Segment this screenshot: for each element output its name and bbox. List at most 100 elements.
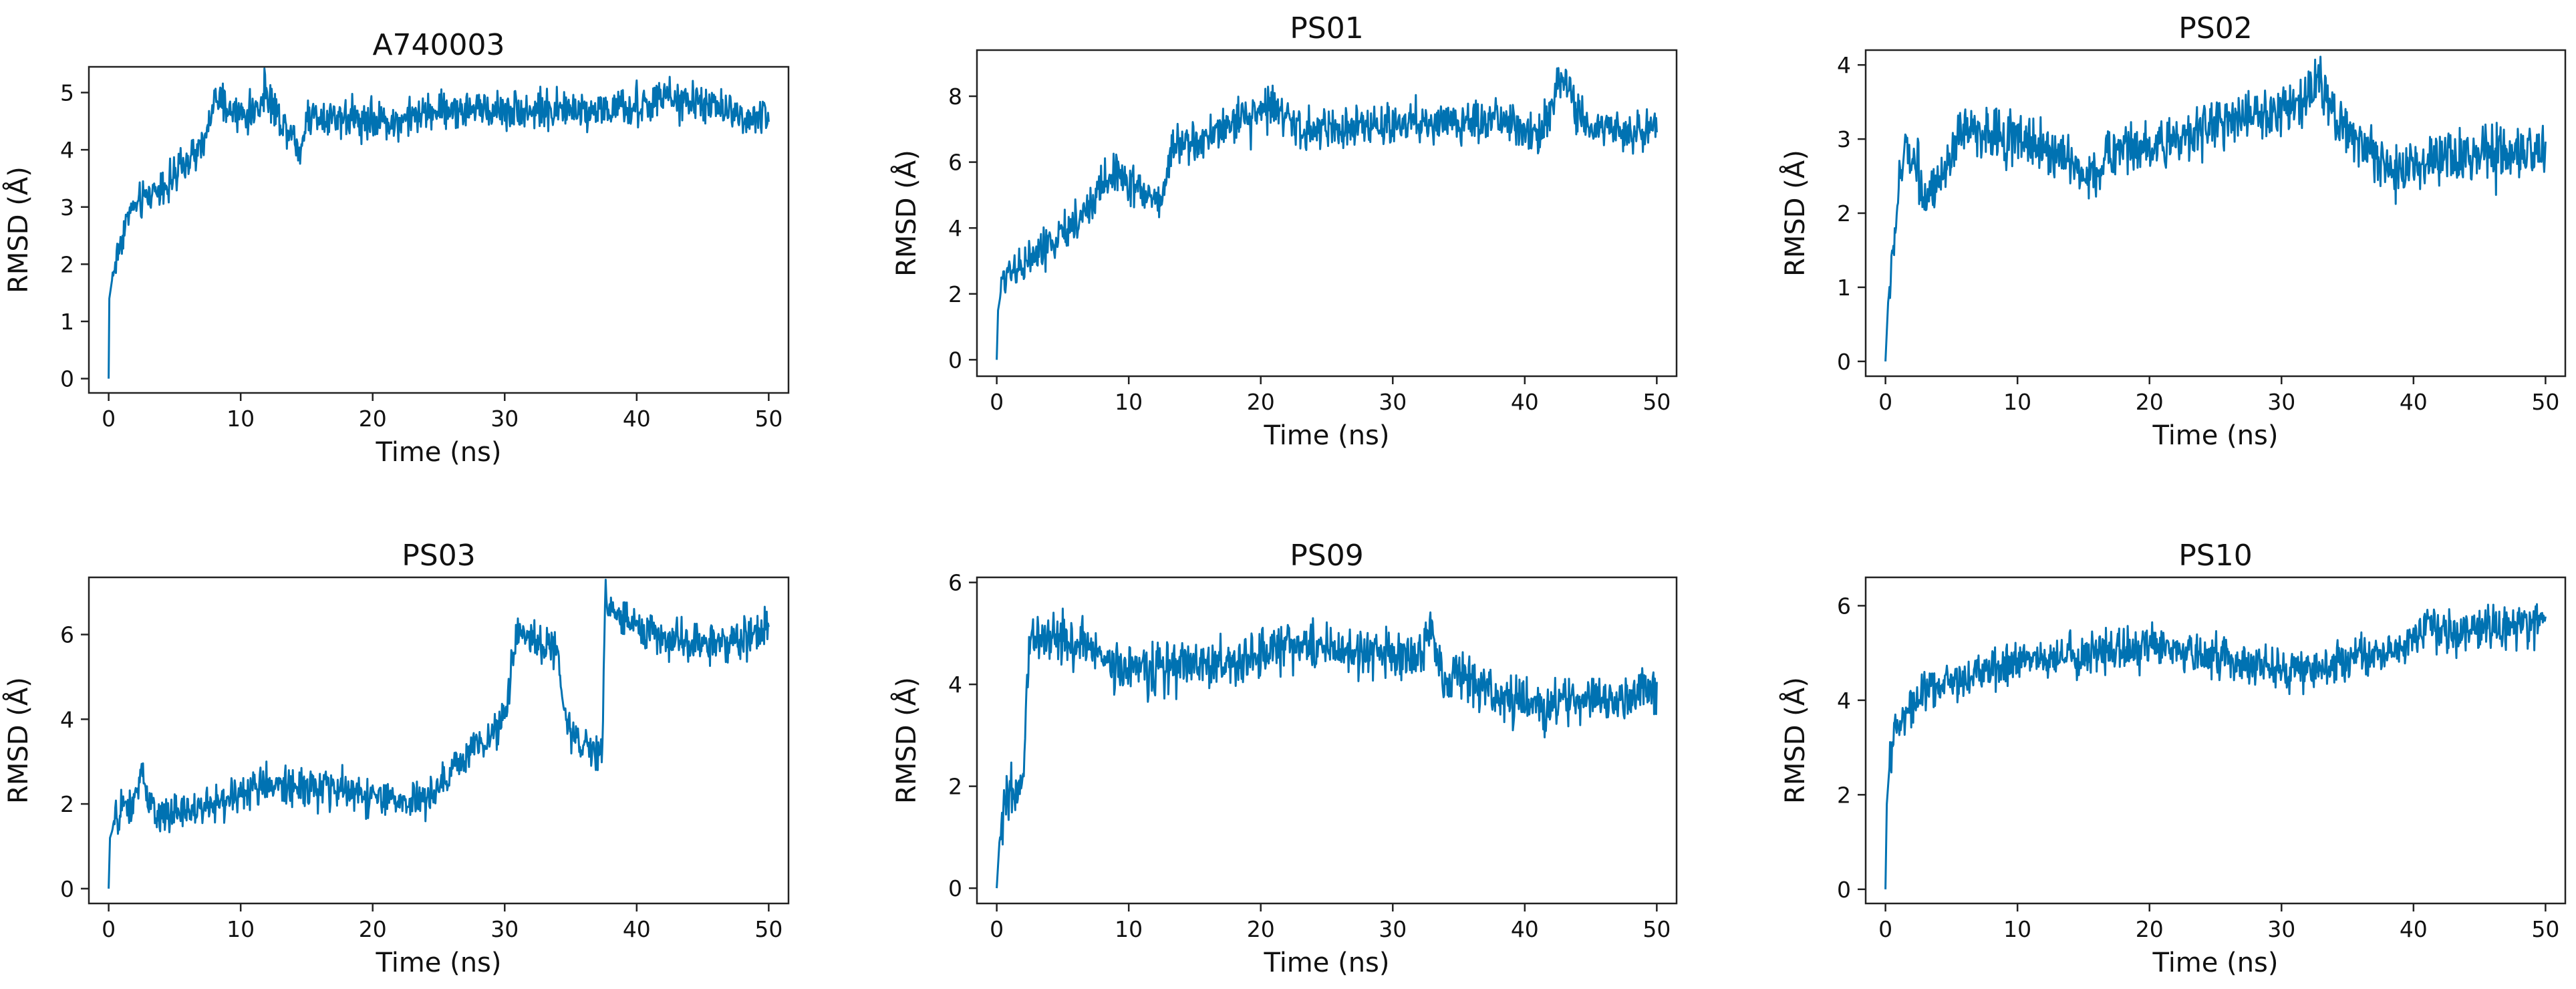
y-tick-label: 6 <box>60 622 74 648</box>
series-line-PS09 <box>996 607 1658 889</box>
y-tick-label: 6 <box>948 150 962 176</box>
x-tick-label: 10 <box>1115 389 1143 415</box>
x-axis-label: Time (ns) <box>1263 420 1389 451</box>
x-tick-label: 50 <box>2531 916 2559 942</box>
y-tick-label: 4 <box>948 215 962 241</box>
x-tick-label: 20 <box>1247 916 1275 942</box>
x-tick-label: 50 <box>754 916 782 942</box>
subplot-PS10: 0 10 20 30 40 50 0 2 4 6 PS10 Time (ns) RMSD (Å) <box>1779 539 2567 978</box>
plot-frame <box>1864 49 2567 378</box>
y-tick-label: 2 <box>1837 200 1851 227</box>
plot-frame <box>88 576 790 905</box>
x-tick-label: 0 <box>102 406 116 432</box>
y-tick-label: 4 <box>60 137 74 163</box>
x-axis-label: Time (ns) <box>1263 948 1389 978</box>
x-tick-label: 10 <box>1115 916 1143 942</box>
series-line-A740003 <box>108 67 770 379</box>
x-tick-label: 40 <box>2400 389 2428 415</box>
plot-frame <box>88 65 790 394</box>
x-tick-label: 20 <box>1247 389 1275 415</box>
y-tick-label: 2 <box>948 281 962 307</box>
plot-frame <box>976 49 1678 378</box>
series-line-PS01 <box>996 67 1658 360</box>
x-tick-label: 30 <box>2267 916 2295 942</box>
x-tick-label: 30 <box>1379 389 1407 415</box>
y-tick-label: 2 <box>1837 782 1851 808</box>
x-tick-label: 50 <box>1642 916 1671 942</box>
subplot-PS02: 0 10 20 30 40 50 0 1 2 3 4 PS02 Time (ns) RMSD (Å) <box>1779 11 2567 451</box>
subplot-PS09: 0 10 20 30 40 50 0 2 4 6 PS09 Time (ns) RMSD (Å) <box>890 539 1678 978</box>
y-tick-label: 6 <box>948 570 962 596</box>
y-tick-label: 4 <box>1837 688 1851 714</box>
y-axis-label: RMSD (Å) <box>2 166 34 293</box>
x-tick-label: 30 <box>2267 389 2295 415</box>
chart-title: PS09 <box>1290 539 1363 573</box>
x-tick-label: 30 <box>490 916 519 942</box>
plot-frame <box>976 576 1678 905</box>
y-axis-label: RMSD (Å) <box>1779 677 1811 804</box>
x-tick-label: 40 <box>623 916 651 942</box>
y-tick-label: 8 <box>948 84 962 110</box>
y-tick-label: 3 <box>1837 126 1851 152</box>
series-line-PS03 <box>108 579 770 889</box>
x-tick-label: 50 <box>2531 389 2559 415</box>
y-tick-label: 0 <box>60 876 74 902</box>
y-tick-label: 5 <box>60 80 74 106</box>
x-tick-label: 40 <box>623 406 651 432</box>
x-tick-label: 0 <box>990 389 1004 415</box>
y-tick-label: 0 <box>948 875 962 901</box>
x-tick-label: 30 <box>490 406 519 432</box>
x-tick-label: 50 <box>1642 389 1671 415</box>
x-tick-label: 40 <box>1511 389 1539 415</box>
series-line-PS10 <box>1884 603 2547 889</box>
series-line-PS02 <box>1884 55 2547 362</box>
x-tick-label: 30 <box>1379 916 1407 942</box>
x-tick-label: 0 <box>1878 389 1892 415</box>
chart-title: PS02 <box>2178 11 2252 45</box>
y-axis-label: RMSD (Å) <box>890 677 922 804</box>
x-tick-label: 10 <box>2003 389 2031 415</box>
x-tick-label: 10 <box>2003 916 2031 942</box>
x-axis-label: Time (ns) <box>2152 948 2278 978</box>
x-tick-label: 40 <box>2400 916 2428 942</box>
subplot-PS03: 0 10 20 30 40 50 0 2 4 6 PS03 Time (ns) RMSD (Å) <box>2 539 790 978</box>
x-tick-label: 50 <box>754 406 782 432</box>
y-tick-label: 0 <box>948 347 962 373</box>
chart-title: PS01 <box>1290 11 1363 45</box>
y-tick-label: 2 <box>60 791 74 817</box>
subplot-A740003: 0 10 20 30 40 50 0 1 2 3 4 5 A740003 Time (ns) RMSD (Å… <box>2 28 790 468</box>
y-tick-label: 4 <box>60 706 74 732</box>
x-tick-label: 10 <box>227 916 255 942</box>
chart-title: PS10 <box>2178 539 2252 573</box>
y-tick-label: 2 <box>948 774 962 800</box>
chart-title: A740003 <box>372 28 505 62</box>
subplot-PS01: 0 10 20 30 40 50 0 2 4 6 8 PS01 Time (ns) RMSD (Å) <box>890 11 1678 451</box>
y-tick-label: 0 <box>60 366 74 392</box>
x-tick-label: 20 <box>359 916 387 942</box>
y-axis-label: RMSD (Å) <box>890 150 922 277</box>
y-axis-label: RMSD (Å) <box>1779 150 1811 277</box>
x-tick-label: 0 <box>990 916 1004 942</box>
x-tick-label: 20 <box>359 406 387 432</box>
y-tick-label: 0 <box>1837 877 1851 903</box>
y-tick-label: 4 <box>948 672 962 698</box>
x-tick-label: 0 <box>1878 916 1892 942</box>
x-tick-label: 0 <box>102 916 116 942</box>
y-tick-label: 2 <box>60 251 74 277</box>
x-tick-label: 40 <box>1511 916 1539 942</box>
x-axis-label: Time (ns) <box>2152 420 2278 451</box>
y-axis-label: RMSD (Å) <box>2 677 34 804</box>
y-tick-label: 1 <box>60 309 74 335</box>
y-tick-label: 1 <box>1837 275 1851 301</box>
y-tick-label: 4 <box>1837 52 1851 78</box>
x-tick-label: 20 <box>2136 389 2164 415</box>
x-axis-label: Time (ns) <box>375 948 501 978</box>
y-tick-label: 0 <box>1837 349 1851 375</box>
x-tick-label: 10 <box>227 406 255 432</box>
x-tick-label: 20 <box>2136 916 2164 942</box>
plot-frame <box>1864 576 2567 905</box>
y-tick-label: 6 <box>1837 593 1851 619</box>
chart-title: PS03 <box>402 539 475 573</box>
y-tick-label: 3 <box>60 194 74 221</box>
